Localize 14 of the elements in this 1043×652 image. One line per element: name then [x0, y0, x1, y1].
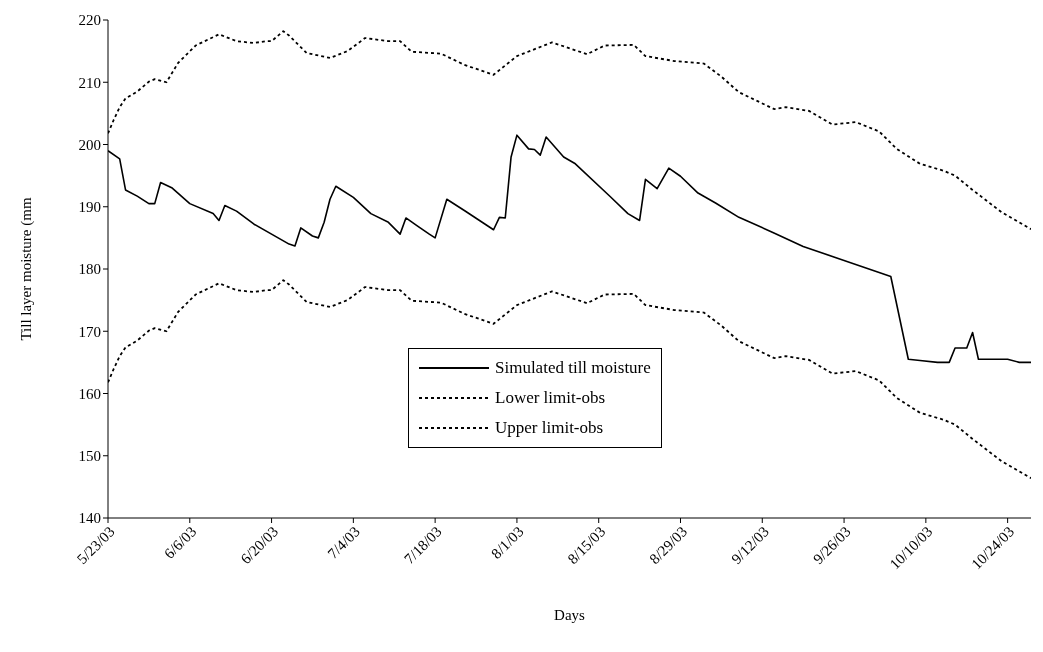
y-tick-label: 180 [78, 261, 101, 278]
legend-label: Upper limit-obs [495, 418, 604, 438]
y-tick-label: 220 [78, 12, 101, 29]
legend-label: Lower limit-obs [495, 388, 606, 408]
y-tick-label: 160 [78, 385, 101, 402]
y-tick-label: 150 [78, 448, 101, 465]
y-tick-label: 170 [78, 323, 101, 340]
legend-label: Simulated till moisture [495, 358, 651, 378]
y-tick-label: 200 [78, 136, 101, 153]
y-tick-label: 140 [78, 510, 101, 527]
x-axis-title: Days [554, 607, 586, 623]
y-tick-label: 190 [78, 199, 101, 216]
y-tick-label: 210 [78, 74, 101, 91]
y-axis-title: Till layer moisture (mm [18, 197, 36, 341]
